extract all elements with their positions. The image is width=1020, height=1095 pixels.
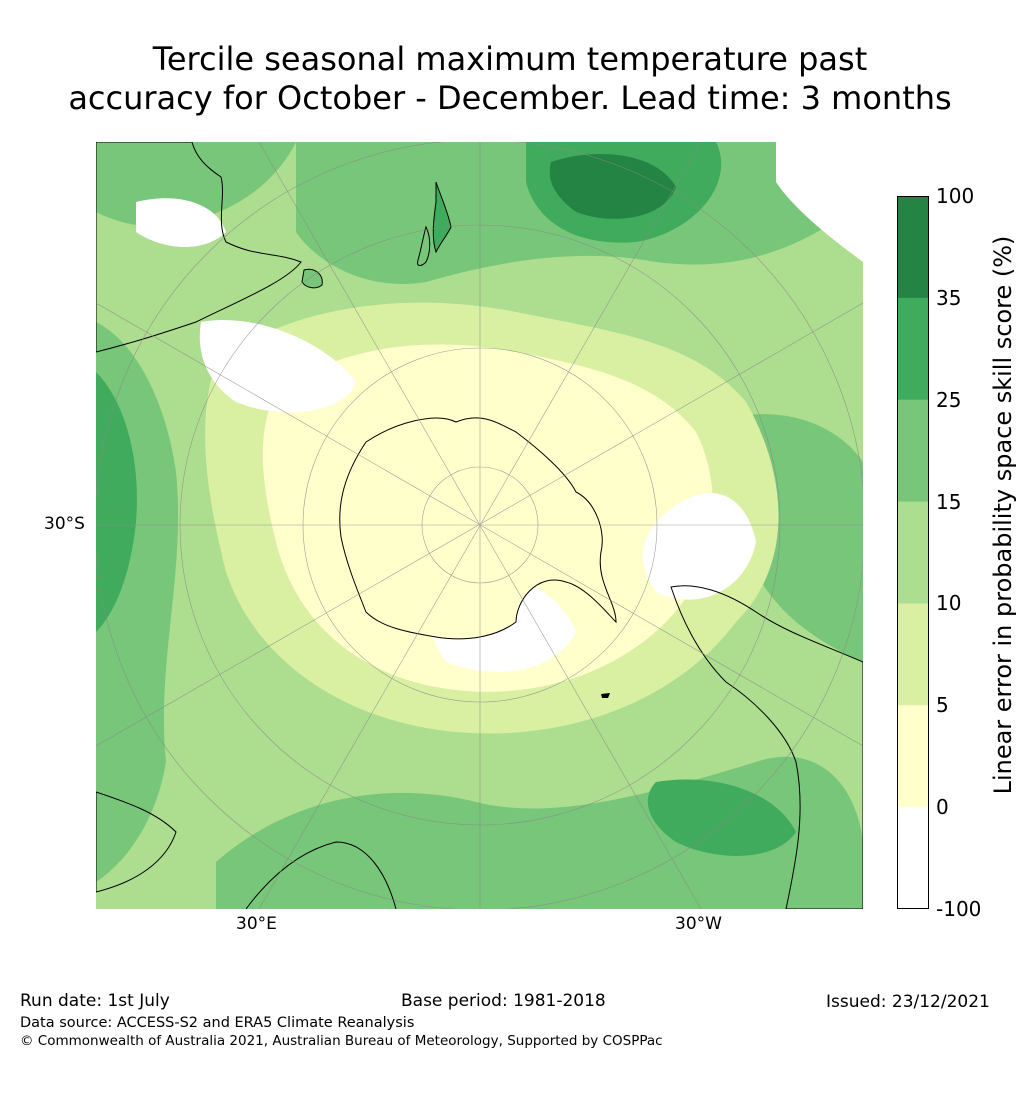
skill-score-map xyxy=(96,142,863,909)
colorbar-bin xyxy=(897,297,929,401)
graticule xyxy=(96,142,863,909)
lon-label-30w: 30°W xyxy=(675,914,722,934)
chart-title: Tercile seasonal maximum temperature pas… xyxy=(0,40,1020,118)
colorbar-bin xyxy=(897,807,929,909)
colorbar-tick-label: 15 xyxy=(936,489,962,514)
tasmania xyxy=(301,268,323,289)
africa-coastline xyxy=(96,791,177,893)
australia-coastline xyxy=(96,142,302,353)
colorbar-tick-label: 25 xyxy=(936,387,962,412)
copyright: © Commonwealth of Australia 2021, Austra… xyxy=(20,1033,663,1049)
title-line-1: Tercile seasonal maximum temperature pas… xyxy=(152,40,868,78)
base-period: Base period: 1981-2018 xyxy=(401,991,606,1011)
lon-label-30e: 30°E xyxy=(236,914,277,934)
region-bottom-dark xyxy=(647,779,796,856)
colorbar-tick-label: 100 xyxy=(936,184,975,208)
lat-label-30s: 30°S xyxy=(44,514,85,534)
colorbar-bin xyxy=(897,196,929,299)
colorbar-tick-label: 35 xyxy=(936,285,962,310)
colorbar-bin xyxy=(897,603,929,706)
new-zealand-south-island xyxy=(417,225,431,266)
region-left-dark xyxy=(96,372,137,632)
falkland-islands xyxy=(601,693,610,698)
region-negative-skill-ne xyxy=(776,142,863,262)
antarctica-landmass xyxy=(339,417,617,640)
colorbar-tick-label: 5 xyxy=(936,693,949,718)
colorbar-label: Linear error in probability space skill … xyxy=(989,235,1017,795)
region-negative-skill-east xyxy=(642,493,756,600)
title-line-2: accuracy for October - December. Lead ti… xyxy=(68,79,952,117)
region-top-core-north xyxy=(549,154,676,219)
run-date: Run date: 1st July xyxy=(20,991,170,1011)
region-negative-skill-west xyxy=(199,320,356,413)
africa-south-coastline xyxy=(245,841,397,909)
new-zealand-north-island xyxy=(432,181,452,254)
colorbar-tick-label: 10 xyxy=(936,591,962,616)
south-america-coastline xyxy=(670,585,863,909)
colorbar-bin xyxy=(897,501,929,604)
colorbar xyxy=(897,196,929,909)
data-source: Data source: ACCESS-S2 and ERA5 Climate … xyxy=(20,1015,415,1031)
colorbar-bin xyxy=(897,705,929,808)
colorbar-tick-label: 0 xyxy=(936,795,949,820)
issued-date: Issued: 23/12/2021 xyxy=(826,992,990,1012)
colorbar-tick-label: -100 xyxy=(936,897,982,921)
colorbar-bin xyxy=(897,399,929,503)
region-negative-skill-nw xyxy=(136,198,226,247)
